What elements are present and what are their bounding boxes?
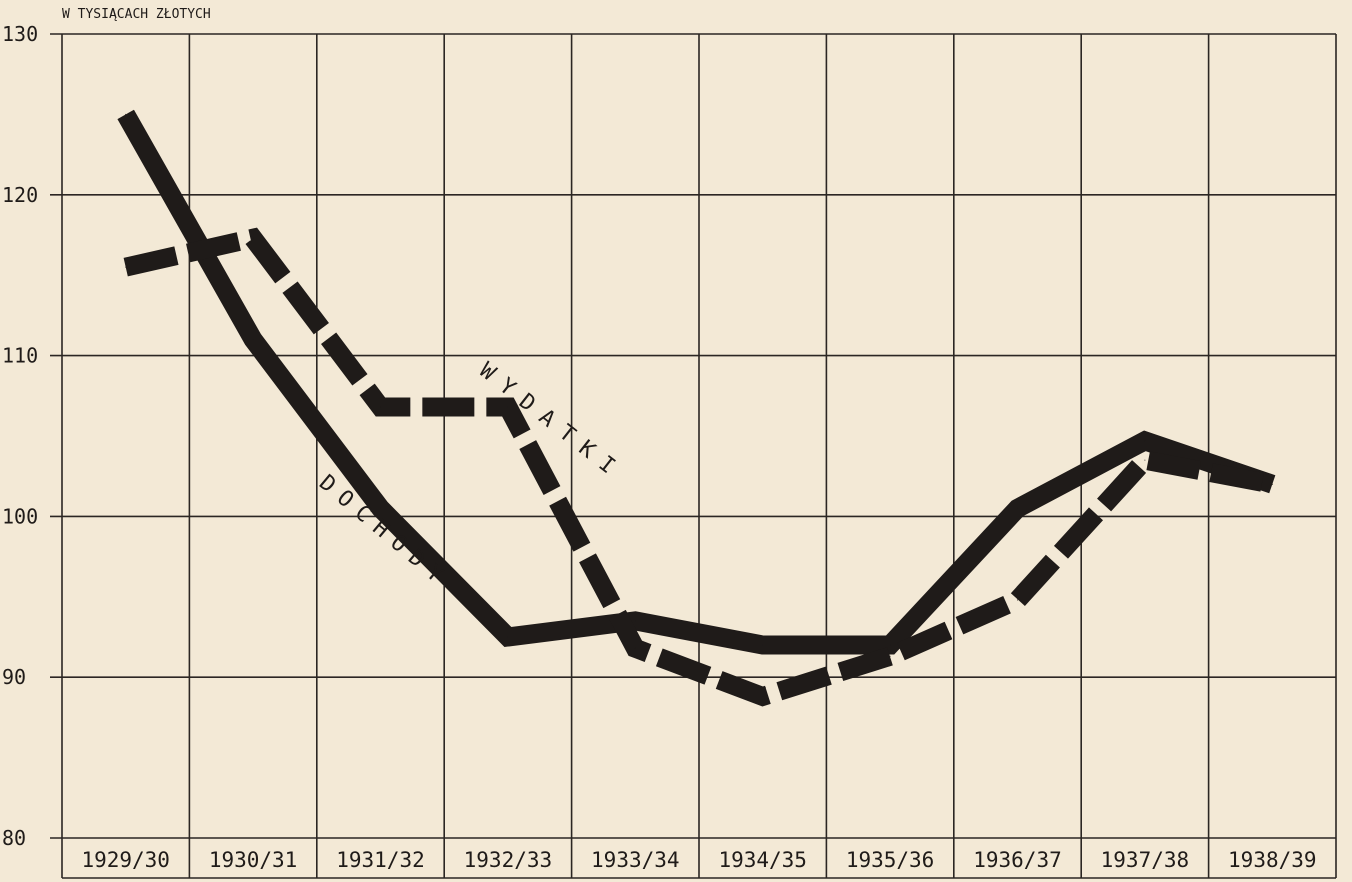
x-tick-label: 1929/30 xyxy=(81,848,170,872)
data-point-wydatki xyxy=(252,237,254,239)
data-point-wydatki xyxy=(1144,459,1146,461)
x-tick-label: 1937/38 xyxy=(1101,848,1190,872)
x-tick-label: 1934/35 xyxy=(718,848,807,872)
chart-series xyxy=(117,109,1276,707)
annotation-dochody: DOCHODY xyxy=(314,470,455,594)
data-point-wydatki xyxy=(1271,483,1273,485)
y-tick-label: 90 xyxy=(2,665,26,689)
y-tick-label: 130 xyxy=(2,22,38,46)
y-axis-label: W TYSIĄCACH ZŁOTYCH xyxy=(62,7,211,22)
data-point-wydatki xyxy=(762,695,764,697)
data-point-wydatki xyxy=(1017,599,1018,601)
data-point-wydatki xyxy=(125,266,127,268)
data-point-dochody xyxy=(634,620,636,622)
data-point-dochody xyxy=(889,644,891,646)
y-tick-label: 110 xyxy=(2,344,38,368)
x-tick-label: 1932/33 xyxy=(464,848,553,872)
y-tick-label: 100 xyxy=(2,504,38,528)
x-tick-label: 1935/36 xyxy=(846,848,935,872)
data-point-wydatki xyxy=(507,406,509,408)
annotation-wydatki: WYDATKI xyxy=(474,358,629,486)
chart-grid xyxy=(50,33,1337,879)
y-tick-label: 80 xyxy=(2,826,26,850)
data-point-dochody xyxy=(1144,440,1146,442)
data-point-wydatki xyxy=(889,655,891,657)
data-point-dochody xyxy=(762,644,764,646)
x-tick-label: 1933/34 xyxy=(591,848,680,872)
data-point-dochody xyxy=(1017,507,1018,509)
series-line-dochody xyxy=(117,109,1276,655)
data-point-dochody xyxy=(252,339,254,341)
x-tick-label: 1936/37 xyxy=(973,848,1062,872)
x-tick-label: 1930/31 xyxy=(209,848,298,872)
x-tick-label: 1931/32 xyxy=(336,848,425,872)
data-point-wydatki xyxy=(634,647,636,649)
data-point-dochody xyxy=(380,507,381,509)
x-tick-label: 1938/39 xyxy=(1228,848,1317,872)
y-tick-label: 120 xyxy=(2,183,38,207)
x-axis: 1929/30 1930/31 1931/32 1932/33 1933/34 1934/… xyxy=(81,848,1316,872)
data-point-wydatki xyxy=(380,406,381,408)
series-line-wydatki xyxy=(123,227,1275,707)
y-axis: 80 90 100 110 120 130 xyxy=(2,22,38,850)
data-point-dochody xyxy=(507,636,509,638)
data-point-dochody xyxy=(125,113,127,115)
